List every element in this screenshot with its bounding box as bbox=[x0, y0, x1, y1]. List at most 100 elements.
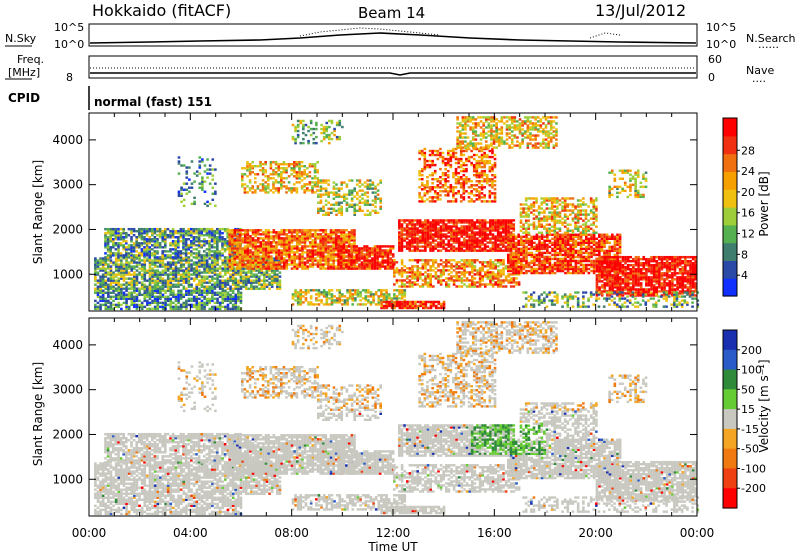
power-cell bbox=[559, 247, 562, 251]
power-cell bbox=[273, 279, 277, 282]
power-cell bbox=[177, 291, 180, 294]
power-cell bbox=[603, 233, 606, 236]
power-cell bbox=[548, 245, 552, 249]
power-cell bbox=[491, 243, 495, 246]
power-cell bbox=[559, 253, 562, 257]
power-cell bbox=[400, 231, 404, 234]
power-cell bbox=[96, 271, 100, 274]
power-cell bbox=[218, 295, 222, 299]
power-cell bbox=[122, 244, 125, 247]
power-cell bbox=[520, 263, 523, 267]
power-cell bbox=[174, 254, 177, 257]
power-cell bbox=[256, 265, 260, 268]
power-cell bbox=[350, 265, 353, 268]
power-cell bbox=[211, 265, 214, 268]
power-cell bbox=[455, 261, 458, 264]
power-cell bbox=[208, 297, 212, 301]
power-cell bbox=[432, 261, 435, 264]
power-cell bbox=[481, 269, 484, 272]
power-cell bbox=[197, 229, 201, 233]
power-cell bbox=[566, 249, 570, 253]
power-cell bbox=[400, 233, 404, 236]
power-cell bbox=[285, 245, 289, 248]
power-cell bbox=[491, 273, 495, 276]
power-cell bbox=[481, 267, 484, 270]
power-cell bbox=[494, 237, 497, 240]
power-cell bbox=[208, 252, 211, 255]
power-cell bbox=[491, 227, 495, 230]
power-cell bbox=[377, 289, 381, 292]
power-cell bbox=[314, 243, 317, 246]
power-cell bbox=[221, 252, 224, 255]
power-cell bbox=[249, 251, 252, 254]
power-cell bbox=[275, 233, 278, 236]
power-cell bbox=[272, 231, 276, 234]
power-cell bbox=[376, 255, 379, 258]
power-cell bbox=[169, 299, 173, 303]
power-cell bbox=[429, 243, 432, 246]
power-cell bbox=[510, 279, 513, 282]
power-cell bbox=[200, 254, 203, 257]
power-cell bbox=[254, 233, 257, 236]
power-cell bbox=[122, 293, 126, 296]
power-cell bbox=[282, 241, 286, 244]
power-cell bbox=[473, 249, 477, 252]
power-cell bbox=[403, 289, 407, 292]
power-cell bbox=[504, 233, 508, 236]
power-cell bbox=[321, 255, 325, 258]
power-cell bbox=[489, 223, 492, 226]
power-cell bbox=[337, 231, 341, 234]
power-cell bbox=[431, 219, 435, 222]
power-cell bbox=[431, 245, 435, 248]
power-cell bbox=[426, 245, 430, 248]
power-cell bbox=[460, 247, 464, 250]
power-cell bbox=[295, 237, 299, 240]
power-cell bbox=[256, 253, 260, 256]
power-cell bbox=[237, 281, 240, 284]
power-cell bbox=[463, 279, 466, 282]
power-cell bbox=[296, 293, 300, 296]
power-cell bbox=[236, 255, 239, 258]
power-cell bbox=[384, 259, 387, 262]
power-cell bbox=[135, 238, 138, 241]
power-cell bbox=[138, 287, 141, 290]
power-cell bbox=[321, 239, 325, 242]
power-cell bbox=[107, 265, 110, 268]
power-cell bbox=[400, 237, 404, 240]
power-cell bbox=[187, 244, 190, 247]
power-cell bbox=[133, 277, 136, 280]
power-cell bbox=[373, 263, 377, 266]
power-cell bbox=[353, 233, 356, 236]
power-cell bbox=[109, 227, 112, 231]
power-cell bbox=[507, 219, 510, 222]
power-cell bbox=[314, 253, 317, 256]
power-cell bbox=[491, 245, 495, 248]
power-cell bbox=[321, 267, 325, 270]
power-cell bbox=[263, 277, 266, 280]
power-cell bbox=[470, 247, 474, 250]
power-cell bbox=[127, 244, 131, 247]
power-cell bbox=[522, 271, 526, 275]
power-cell bbox=[268, 273, 271, 276]
power-cell bbox=[200, 263, 204, 266]
power-cell bbox=[384, 255, 387, 258]
power-cell bbox=[153, 287, 157, 290]
power-cell bbox=[460, 265, 464, 268]
power-cell bbox=[213, 271, 217, 274]
power-cell bbox=[398, 219, 401, 222]
power-cell bbox=[156, 307, 160, 311]
power-cell bbox=[303, 247, 307, 250]
power-cell bbox=[460, 277, 464, 280]
power-cell bbox=[350, 233, 354, 236]
power-cell bbox=[278, 271, 282, 274]
power-cell bbox=[352, 255, 356, 258]
power-cell bbox=[229, 307, 232, 311]
power-cell bbox=[187, 271, 191, 274]
power-cell bbox=[510, 285, 513, 288]
power-cell bbox=[572, 265, 575, 269]
power-cell bbox=[177, 246, 180, 249]
power-cell bbox=[527, 233, 531, 236]
power-cell bbox=[277, 263, 281, 266]
power-cell bbox=[564, 249, 567, 253]
power-cell bbox=[465, 221, 469, 224]
